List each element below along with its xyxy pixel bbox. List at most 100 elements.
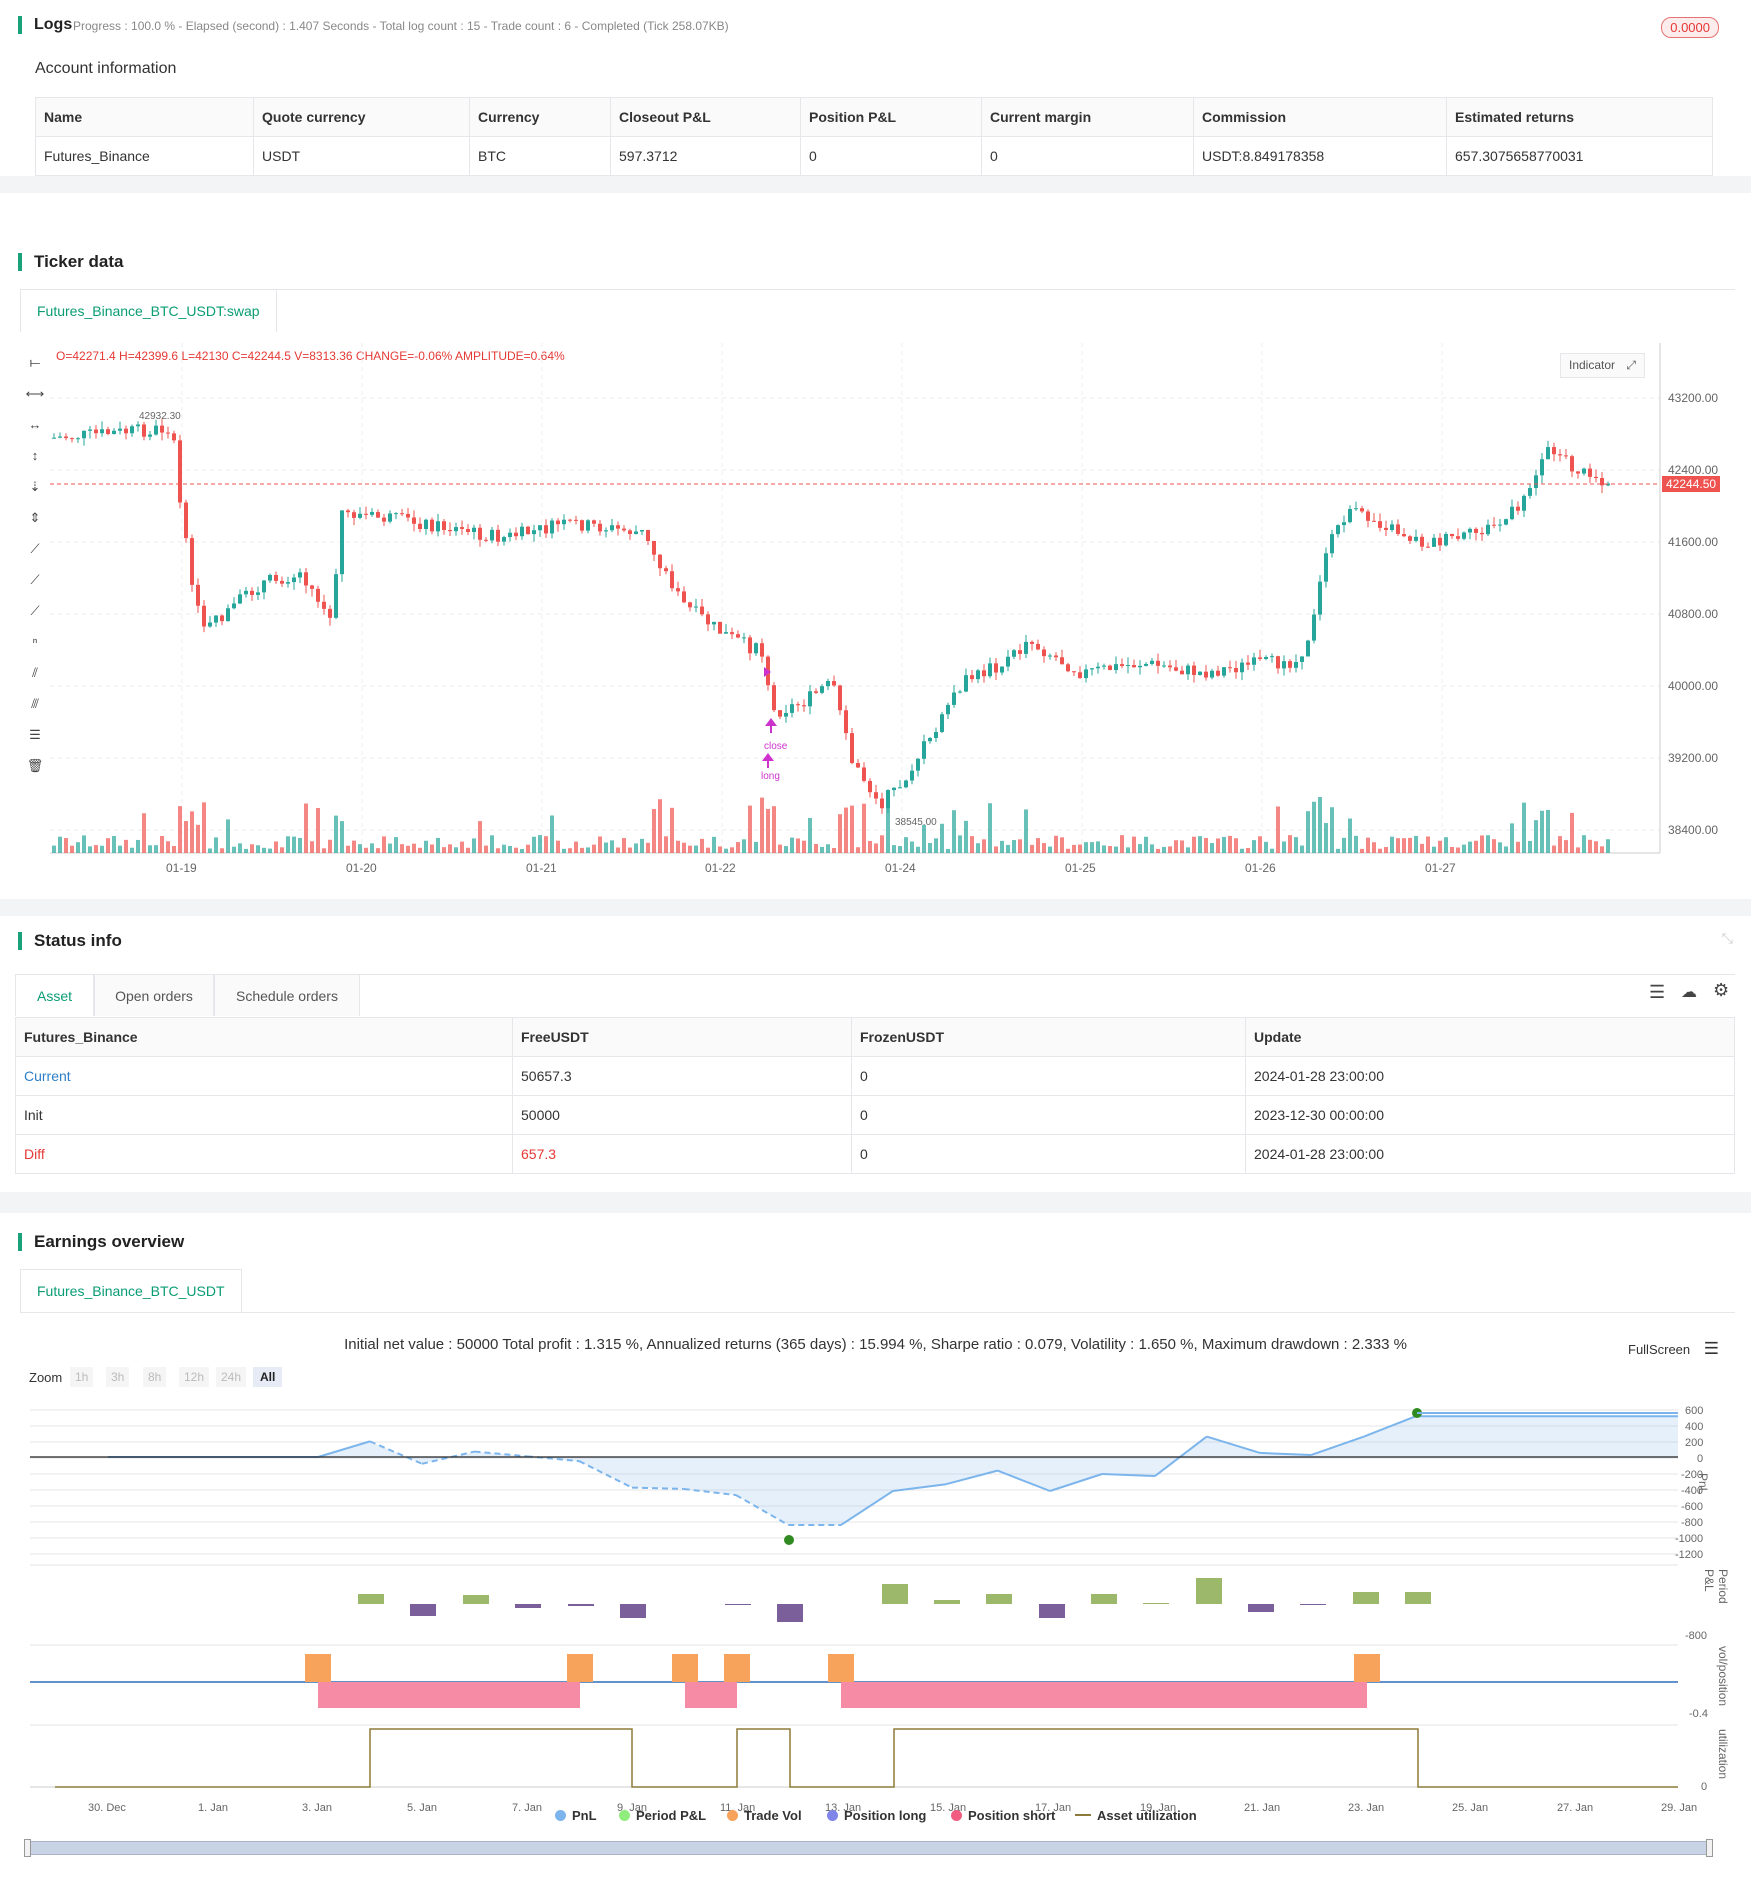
volume-bar [364,847,368,853]
menu-icon[interactable]: ☰ [1703,1339,1720,1358]
volume-bar [958,835,962,853]
logs-status: Progress : 100.0 % - Elapsed (second) : … [73,19,729,33]
fibonacci-lines-icon[interactable]: ☰ [29,727,41,742]
parallel-channel-icon[interactable]: ⫽ [32,665,38,680]
trash-icon[interactable]: 🗑 [26,758,44,773]
pnl-line-segment [840,1490,894,1526]
candlestick-chart[interactable] [0,193,1751,899]
volume-bar [1186,847,1190,853]
volume-bar [1006,844,1010,853]
volume-bar [1444,837,1448,853]
horizontal-ray-icon[interactable]: ⟷ [25,386,45,401]
volume-bar [1354,835,1358,853]
volume-bar [1366,837,1370,853]
gear-icon[interactable]: ⚙ [1713,980,1730,1000]
navigator-handle-right[interactable] [1706,1839,1713,1857]
price-label-icon[interactable]: ⁿ [32,634,38,649]
vertical-segment-icon[interactable]: ⇕ [29,510,41,525]
volume-bar [292,836,296,853]
zoom-24h[interactable]: 24h [216,1367,247,1387]
legend-long-swatch [827,1810,838,1821]
trend-line-icon[interactable]: ⟋ [30,541,40,556]
candle-body [118,428,122,431]
date-tick-label: 01-26 [1245,861,1276,875]
pnl-tick-label: -1200 [1675,1549,1704,1561]
collapse-icon[interactable]: ⤡ [1721,930,1733,946]
account-cell: 657.3075658770031 [1446,136,1713,176]
candle-body [772,685,776,711]
volume-bar [82,835,86,853]
asset-cell: 50657.3 [512,1056,852,1096]
position-short-bar [318,1682,580,1708]
candle-body [544,525,548,534]
expand-icon[interactable]: ⤢ [1626,358,1636,372]
ray-line-icon[interactable]: ⟋ [30,572,40,587]
tab-open-orders[interactable]: Open orders [94,974,214,1016]
candle-body [1456,536,1460,539]
candle-body [166,432,170,434]
zoom-1h[interactable]: 1h [70,1367,94,1387]
candle-body [214,615,218,623]
volume-bar [142,813,146,853]
zoom-8h[interactable]: 8h [143,1367,167,1387]
candle-body [724,632,728,634]
candle-body [664,568,668,572]
volume-bar [430,844,434,853]
candle-body [718,621,722,634]
extended-line-icon[interactable]: ↔ [28,417,42,432]
navigator-handle-left[interactable] [24,1839,31,1857]
pnl-area [108,1416,1678,1525]
fibonacci-icon[interactable]: ⫻ [31,696,39,711]
candle-body [1114,664,1118,671]
candle-body [196,584,200,606]
volume-bar [556,840,560,853]
candle-body [142,424,146,437]
volume-bar [616,847,620,853]
volume-bar [850,805,854,853]
legend-period-pnl[interactable]: Period P&L [619,1808,706,1823]
period-pnl-bar [934,1600,960,1604]
earnings-chart[interactable] [0,1213,1751,1891]
candle-body [958,691,962,693]
vertical-ray-icon[interactable]: ⇣ [29,479,41,494]
zoom-all[interactable]: All [253,1367,283,1387]
legend-trade-vol[interactable]: Trade Vol [727,1808,802,1823]
zoom-12h[interactable]: 12h [179,1367,210,1387]
indicator-button[interactable]: Indicator ⤢ [1560,353,1645,378]
legend-position-short[interactable]: Position short [951,1808,1055,1823]
candle-body [484,539,488,541]
tab-earnings-symbol[interactable]: Futures_Binance_BTC_USDT [20,1269,242,1312]
candle-body [934,731,938,739]
legend-pnl[interactable]: PnL [555,1808,597,1823]
legend-position-long[interactable]: Position long [827,1808,926,1823]
candle-body [532,530,536,535]
volume-bar [880,835,884,853]
segment-icon[interactable]: ⟋ [30,603,40,618]
zoom-3h[interactable]: 3h [106,1367,130,1387]
volume-bar [376,848,380,853]
legend-asset-utilization[interactable]: Asset utilization [1075,1808,1197,1823]
tab-schedule-orders[interactable]: Schedule orders [214,974,360,1016]
horizontal-line-icon[interactable]: ⟝ [29,355,41,370]
candle-body [226,608,230,622]
tab-ticker-symbol[interactable]: Futures_Binance_BTC_USDT:swap [20,289,277,332]
trade-vol-bar [724,1654,750,1682]
navigator-bar[interactable] [26,1841,1710,1855]
candle-body [706,614,710,625]
volume-bar [580,847,584,853]
vertical-line-icon[interactable]: ↕ [31,448,39,463]
candle-body [1546,447,1550,460]
volume-bar [766,808,770,853]
volume-bar [982,839,986,853]
fullscreen-button[interactable]: FullScreen ☰ [1628,1339,1720,1358]
cloud-download-icon[interactable]: ☁ [1681,984,1697,1001]
candle-body [1336,525,1340,535]
position-short-bar [841,1682,1367,1708]
pnl-line-segment [317,1440,371,1458]
volume-bar [868,840,872,853]
list-icon[interactable]: ☰ [1649,982,1666,1002]
account-cell: BTC [469,136,611,176]
candle-body [910,770,914,781]
candle-body [790,704,794,713]
tab-asset[interactable]: Asset [15,974,94,1016]
